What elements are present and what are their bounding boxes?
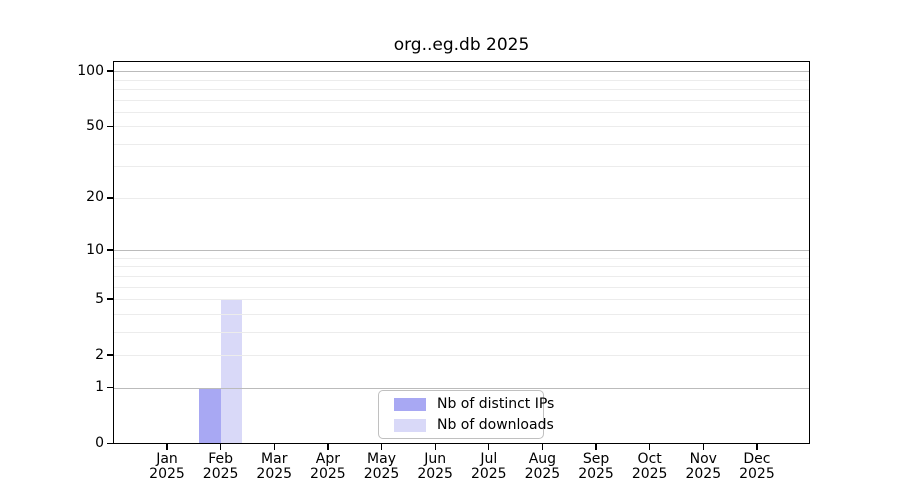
gridline-minor-7 bbox=[113, 275, 810, 277]
gridline-minor-5 bbox=[113, 299, 810, 301]
gridline-minor-80 bbox=[113, 88, 810, 90]
gridline-minor-90 bbox=[113, 79, 810, 81]
x-tick-label-jan-2025: Jan 2025 bbox=[149, 451, 185, 482]
x-tick-dec-2025 bbox=[756, 444, 758, 450]
x-tick-feb-2025 bbox=[219, 444, 222, 450]
x-tick-label-feb-2025: Feb 2025 bbox=[202, 451, 239, 482]
x-tick-label-apr-2025: Apr 2025 bbox=[310, 451, 346, 482]
y-tick-label-2: 2 bbox=[95, 346, 104, 363]
y-tick-1 bbox=[106, 387, 113, 389]
x-tick-mar-2025 bbox=[273, 444, 275, 450]
y-tick-50 bbox=[106, 125, 113, 127]
gridline-minor-40 bbox=[113, 143, 810, 145]
gridline-minor-9 bbox=[113, 257, 810, 259]
legend-label-distinct-ips: Nb of distinct IPs bbox=[437, 396, 555, 412]
x-tick-label-may-2025: May 2025 bbox=[363, 451, 400, 482]
y-tick-label-10: 10 bbox=[86, 241, 104, 258]
gridline-minor-30 bbox=[113, 166, 810, 168]
x-tick-oct-2025 bbox=[649, 444, 651, 450]
x-tick-label-nov-2025: Nov 2025 bbox=[685, 451, 722, 482]
legend-item-distinct-ips: Nb of distinct IPs bbox=[394, 395, 554, 413]
x-tick-label-mar-2025: Mar 2025 bbox=[256, 451, 293, 482]
y-tick-2 bbox=[106, 354, 113, 356]
legend: Nb of distinct IPs Nb of downloads bbox=[378, 390, 554, 439]
x-tick-label-aug-2025: Aug 2025 bbox=[524, 451, 561, 482]
y-tick-label-50: 50 bbox=[86, 117, 104, 134]
plot-area bbox=[113, 61, 810, 444]
gridline-minor-4 bbox=[113, 313, 810, 315]
x-tick-jan-2025 bbox=[166, 444, 168, 450]
y-tick-label-1: 1 bbox=[95, 379, 104, 396]
gridline-minor-70 bbox=[113, 99, 810, 101]
x-tick-aug-2025 bbox=[541, 444, 544, 450]
x-tick-label-jul-2025: Jul 2025 bbox=[470, 451, 507, 482]
gridline-minor-60 bbox=[113, 111, 810, 113]
y-tick-label-100: 100 bbox=[77, 62, 104, 79]
x-tick-label-jun-2025: Jun 2025 bbox=[417, 451, 453, 482]
gridline-major-100 bbox=[113, 71, 810, 73]
x-tick-jun-2025 bbox=[434, 444, 436, 450]
bar-nb-of-distinct-ips-feb-2025 bbox=[199, 387, 221, 444]
gridline-minor-2 bbox=[113, 355, 810, 356]
legend-swatch-distinct-ips bbox=[394, 397, 426, 411]
y-tick-100 bbox=[106, 70, 113, 72]
y-tick-0 bbox=[106, 443, 113, 445]
gridline-minor-20 bbox=[113, 197, 810, 199]
y-tick-20 bbox=[106, 197, 113, 199]
y-tick-10 bbox=[106, 249, 113, 251]
gridline-major-10 bbox=[113, 250, 810, 252]
gridline-minor-8 bbox=[113, 266, 810, 268]
x-tick-jul-2025 bbox=[488, 444, 490, 450]
x-tick-nov-2025 bbox=[702, 444, 704, 450]
y-tick-label-20: 20 bbox=[86, 189, 104, 206]
legend-swatch-downloads bbox=[394, 418, 426, 432]
x-tick-label-sep-2025: Sep 2025 bbox=[578, 451, 614, 482]
y-tick-5 bbox=[106, 298, 113, 300]
gridline-minor-6 bbox=[113, 286, 810, 288]
legend-label-downloads: Nb of downloads bbox=[437, 417, 554, 433]
legend-item-downloads: Nb of downloads bbox=[394, 416, 554, 434]
x-tick-may-2025 bbox=[380, 444, 383, 450]
gridline-major-1 bbox=[113, 387, 810, 389]
x-tick-sep-2025 bbox=[595, 444, 597, 450]
chart-title: org..eg.db 2025 bbox=[393, 35, 530, 55]
gridline-minor-50 bbox=[113, 126, 810, 128]
x-tick-apr-2025 bbox=[327, 444, 329, 450]
x-tick-label-dec-2025: Dec 2025 bbox=[739, 451, 775, 482]
bar-nb-of-downloads-feb-2025 bbox=[220, 299, 243, 444]
y-tick-label-0: 0 bbox=[95, 435, 104, 452]
y-tick-label-5: 5 bbox=[95, 290, 104, 307]
x-tick-label-oct-2025: Oct 2025 bbox=[631, 451, 668, 482]
gridline-minor-3 bbox=[113, 331, 810, 333]
